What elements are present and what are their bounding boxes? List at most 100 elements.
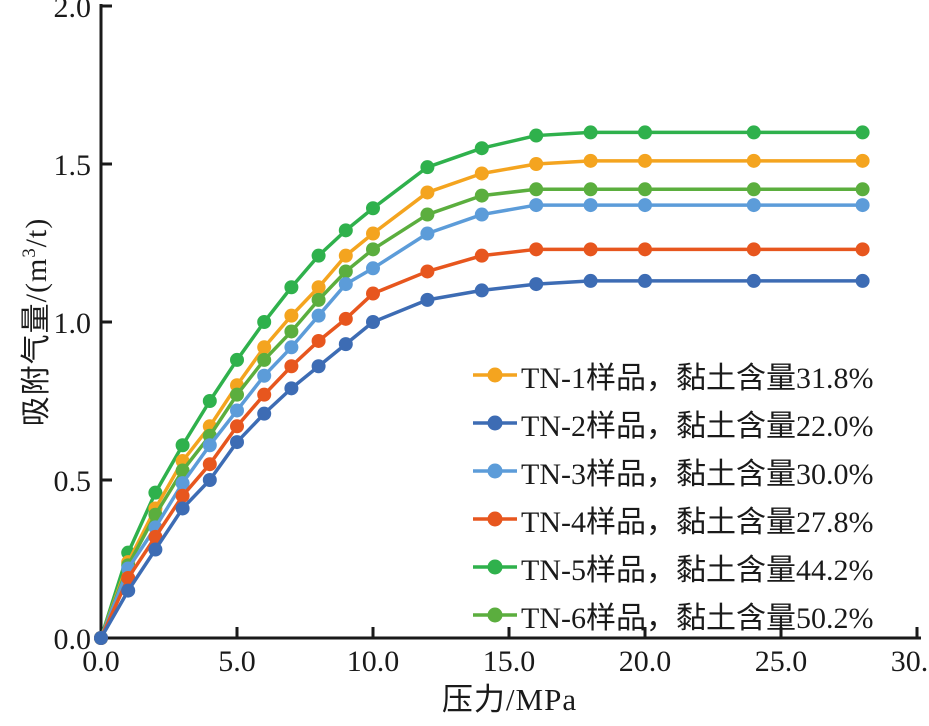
data-point-tn-3 — [257, 368, 272, 383]
series-line-tn-4 — [99, 247, 863, 639]
data-point-tn-5 — [746, 125, 761, 140]
data-point-tn-4 — [257, 387, 272, 402]
data-point-tn-1 — [529, 157, 544, 171]
data-point-tn-6 — [175, 463, 190, 478]
legend: TN-1样品，黏土含量31.8% TN-2样品，黏土含量22.0% TN-3样品，黏… — [472, 351, 873, 639]
data-point-tn-1 — [257, 340, 272, 355]
data-point-tn-5 — [311, 248, 326, 263]
data-point-tn-5 — [338, 223, 353, 238]
data-point-tn-4 — [121, 570, 136, 585]
data-point-tn-2 — [284, 381, 299, 396]
legend-item-tn-3: TN-3样品，黏土含量30.0% — [472, 447, 873, 495]
data-point-tn-1 — [366, 226, 380, 241]
data-point-tn-5 — [202, 394, 217, 408]
data-point-tn-2 — [746, 273, 761, 288]
data-point-tn-1 — [420, 185, 435, 200]
y-tick-label: 1.0 — [54, 307, 92, 340]
data-point-tn-3 — [202, 438, 217, 453]
series-line-tn-2 — [99, 279, 863, 639]
data-point-tn-2 — [202, 473, 217, 487]
data-point-tn-5 — [175, 438, 190, 453]
data-point-tn-5 — [638, 125, 652, 140]
data-point-tn-1 — [474, 166, 489, 181]
data-point-tn-6 — [284, 324, 299, 339]
data-point-tn-2 — [638, 273, 652, 288]
data-point-tn-4 — [638, 242, 652, 257]
data-point-tn-5 — [284, 280, 299, 295]
data-point-tn-6 — [583, 182, 598, 197]
legend-label: TN-2样品，黏土含量22.0% — [521, 410, 874, 443]
legend-item-tn-4: TN-4样品，黏土含量27.8% — [472, 495, 873, 543]
legend-label: TN-5样品，黏土含量44.2% — [521, 554, 874, 587]
data-point-tn-5 — [583, 125, 598, 140]
data-point-tn-2 — [420, 292, 435, 307]
data-point-tn-3 — [529, 198, 544, 213]
legend-marker-icon — [473, 511, 517, 527]
data-point-tn-2 — [257, 406, 272, 421]
data-point-tn-4 — [420, 264, 435, 279]
data-point-tn-3 — [311, 308, 326, 323]
data-point-tn-3 — [366, 261, 380, 276]
data-point-tn-6 — [529, 182, 544, 197]
data-point-tn-3 — [638, 198, 652, 213]
legend-item-tn-6: TN-6样品，黏土含量50.2% — [472, 591, 873, 639]
data-point-tn-1 — [746, 153, 761, 168]
data-point-tn-1 — [855, 153, 870, 168]
data-point-tn-3 — [746, 198, 761, 213]
legend-item-tn-1: TN-1样品，黏土含量31.8% — [472, 351, 873, 399]
data-point-tn-5 — [148, 485, 163, 500]
data-point-tn-2 — [583, 273, 598, 288]
y-axis-title: 吸附气量/(m3/t) — [19, 217, 53, 427]
data-point-tn-4 — [529, 242, 544, 257]
legend-label: TN-6样品，黏土含量50.2% — [521, 602, 874, 635]
x-tick-label: 5.0 — [218, 645, 256, 678]
y-tick-label: 1.5 — [54, 149, 92, 182]
data-point-tn-6 — [230, 387, 244, 402]
data-point-tn-2 — [148, 542, 163, 557]
x-tick-label: 20.0 — [619, 645, 672, 678]
data-point-tn-3 — [855, 198, 870, 213]
data-point-tn-6 — [148, 507, 163, 522]
legend-label: TN-3样品，黏土含量30.0% — [521, 458, 874, 491]
data-point-tn-6 — [746, 182, 761, 197]
data-point-tn-3 — [420, 226, 435, 241]
legend-label: TN-4样品，黏土含量27.8% — [521, 506, 874, 539]
x-tick-label: 0.0 — [82, 645, 120, 678]
series-line-tn-5 — [99, 130, 863, 639]
data-point-tn-4 — [583, 242, 598, 257]
data-point-tn-3 — [230, 403, 244, 418]
data-point-tn-5 — [257, 315, 272, 329]
data-point-tn-1 — [638, 153, 652, 168]
data-point-tn-6 — [338, 264, 353, 279]
data-point-tn-4 — [338, 311, 353, 326]
data-point-tn-1 — [284, 308, 299, 323]
y-tick-label: 0.5 — [54, 465, 92, 498]
data-point-tn-3 — [474, 207, 489, 222]
data-point-tn-4 — [746, 242, 761, 257]
legend-label: TN-1样品，黏土含量31.8% — [521, 362, 874, 395]
data-point-tn-5 — [366, 201, 380, 216]
legend-marker-icon — [473, 415, 517, 431]
data-point-tn-2 — [529, 277, 544, 292]
data-point-tn-4 — [474, 248, 489, 263]
data-point-tn-5 — [230, 352, 244, 367]
x-tick-label: 15.0 — [483, 645, 536, 678]
x-tick-label: 10.0 — [347, 645, 400, 678]
data-point-tn-5 — [420, 160, 435, 175]
data-point-tn-4 — [202, 457, 217, 472]
x-tick-label: 25.0 — [755, 645, 808, 678]
data-point-tn-2 — [121, 583, 136, 598]
data-point-tn-1 — [338, 248, 353, 263]
data-point-tn-4 — [366, 286, 380, 301]
data-point-tn-1 — [311, 280, 326, 295]
data-point-tn-5 — [855, 125, 870, 140]
x-tick-label: 30.0 — [891, 645, 929, 678]
y-tick-label: 2.0 — [54, 0, 92, 24]
x-axis-title: 压力/MPa — [441, 682, 578, 717]
data-point-tn-6 — [420, 207, 435, 222]
legend-marker-icon — [473, 607, 517, 623]
legend-marker-icon — [473, 559, 517, 575]
data-point-tn-6 — [855, 182, 870, 197]
